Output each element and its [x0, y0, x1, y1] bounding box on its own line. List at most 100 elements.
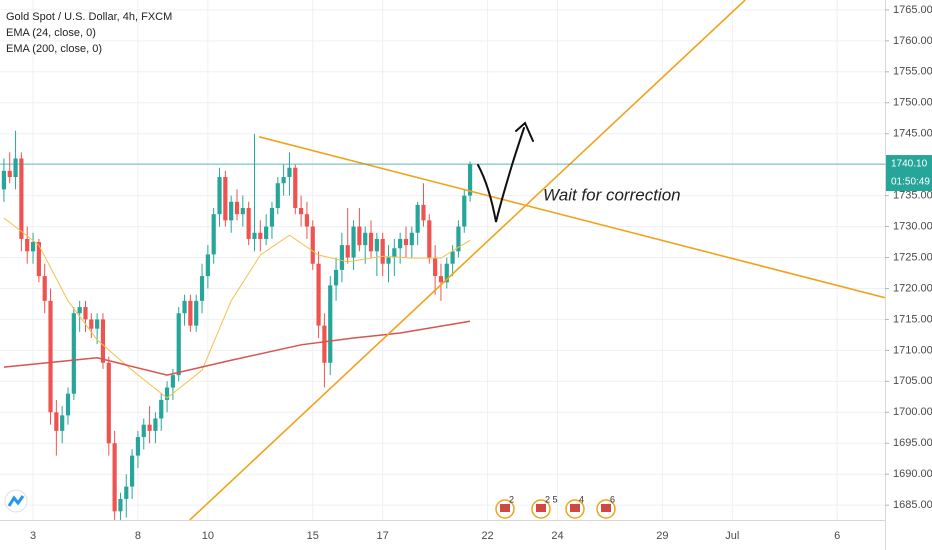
candle-body [322, 325, 327, 363]
candle-body [95, 319, 100, 329]
event-flag-icon [536, 504, 546, 512]
candle-body [217, 177, 222, 215]
candle-body [211, 214, 216, 255]
candle-body [357, 226, 362, 246]
y-tick-label: 1720.00 [893, 282, 932, 294]
x-tick-label: Jul [725, 530, 739, 542]
annotation: Wait for correction [543, 185, 681, 204]
event-flag-icon [500, 504, 510, 512]
y-tick-label: 1685.00 [893, 499, 932, 511]
y-tick-label: 1745.00 [893, 128, 932, 140]
candle-body [456, 226, 461, 252]
candle-body [281, 177, 286, 184]
candle-body [252, 232, 257, 239]
candle-body [199, 276, 205, 301]
candle-body [409, 232, 414, 246]
candle-body [427, 220, 432, 258]
candle-body [25, 238, 30, 252]
event-flag[interactable]: 2 [495, 494, 515, 519]
candle-body [100, 319, 106, 363]
candle-body [415, 204, 420, 233]
candle-body [363, 232, 368, 246]
candle-body [83, 307, 88, 320]
x-tick-label: 3 [30, 530, 36, 542]
candle-body [264, 226, 269, 239]
x-tick-label: 29 [656, 530, 668, 542]
events: 2 2 5 4 6 [495, 494, 616, 519]
event-flag[interactable]: 6 [596, 494, 616, 519]
candle-body [205, 254, 210, 277]
candle-body [229, 201, 234, 221]
x-tick-label: 17 [377, 530, 389, 542]
candle-body [65, 393, 71, 416]
drawn-arrow [477, 121, 534, 223]
candle-body [240, 208, 245, 215]
candle-body [153, 418, 158, 431]
candle-body [293, 167, 298, 208]
candle-body [54, 412, 59, 431]
candle-body [164, 387, 170, 400]
candle-body [147, 424, 152, 431]
candle-body [188, 300, 193, 326]
candle-body [392, 248, 397, 258]
candle-body [421, 204, 426, 221]
y-tick-label: 1765.00 [893, 4, 932, 16]
x-tick-label: 8 [135, 530, 141, 542]
event-flag[interactable]: 4 [565, 494, 585, 519]
candle-body [135, 437, 141, 456]
event-flag[interactable]: 2 5 [531, 494, 558, 519]
trend-line [189, 0, 746, 520]
ema-line [3, 320, 471, 376]
candle-body [159, 399, 164, 419]
logo[interactable] [4, 489, 28, 513]
candle-body [380, 238, 385, 264]
candle-body [438, 276, 444, 283]
candle-body [77, 307, 82, 314]
candle-body [287, 167, 292, 178]
countdown: 01:50:49 [891, 177, 930, 188]
candle-body [89, 319, 94, 329]
candle-body [234, 201, 240, 215]
axes: 1685.00 1690.00 1695.00 1700.00 1705.00 1710.… [30, 4, 932, 542]
candle-body [386, 257, 391, 264]
candle-body [182, 300, 187, 314]
legend-entry: EMA (24, close, 0) [6, 27, 96, 39]
candle-body [368, 232, 374, 252]
legend-entry: EMA (200, close, 0) [6, 43, 102, 55]
candle-body [176, 313, 181, 376]
ema-line [3, 217, 471, 399]
candle-body [30, 242, 36, 252]
candle-body [130, 455, 135, 487]
candle-body [170, 375, 175, 388]
candle-body [403, 238, 409, 246]
candle-body [19, 158, 24, 239]
candle-body [450, 251, 455, 264]
candle-body [48, 300, 53, 413]
y-tick-label: 1715.00 [893, 313, 932, 325]
candle-body [299, 208, 304, 215]
candle-body [467, 164, 473, 196]
candle-body [269, 208, 275, 227]
candle-body [310, 226, 315, 264]
candle-body [223, 177, 228, 221]
candle-body [275, 183, 280, 208]
candle-body [258, 232, 263, 239]
candle-body [398, 238, 403, 249]
legend-title: Gold Spot / U.S. Dollar, 4h, FXCM [6, 11, 172, 23]
event-count: 4 [579, 494, 584, 504]
candle-body [444, 263, 449, 283]
event-count: 2 5 [545, 494, 558, 504]
candle-body [112, 443, 117, 512]
candle-body [304, 214, 310, 227]
candle-body [71, 313, 76, 394]
candle-body [333, 269, 339, 286]
y-tick-label: 1760.00 [893, 35, 932, 47]
y-tick-label: 1750.00 [893, 97, 932, 109]
event-flag-icon [570, 504, 580, 512]
logo-icon [7, 495, 25, 507]
x-tick-label: 10 [202, 530, 214, 542]
candle-body [374, 238, 379, 252]
y-tick-label: 1700.00 [893, 406, 932, 418]
candle-body [339, 245, 344, 270]
